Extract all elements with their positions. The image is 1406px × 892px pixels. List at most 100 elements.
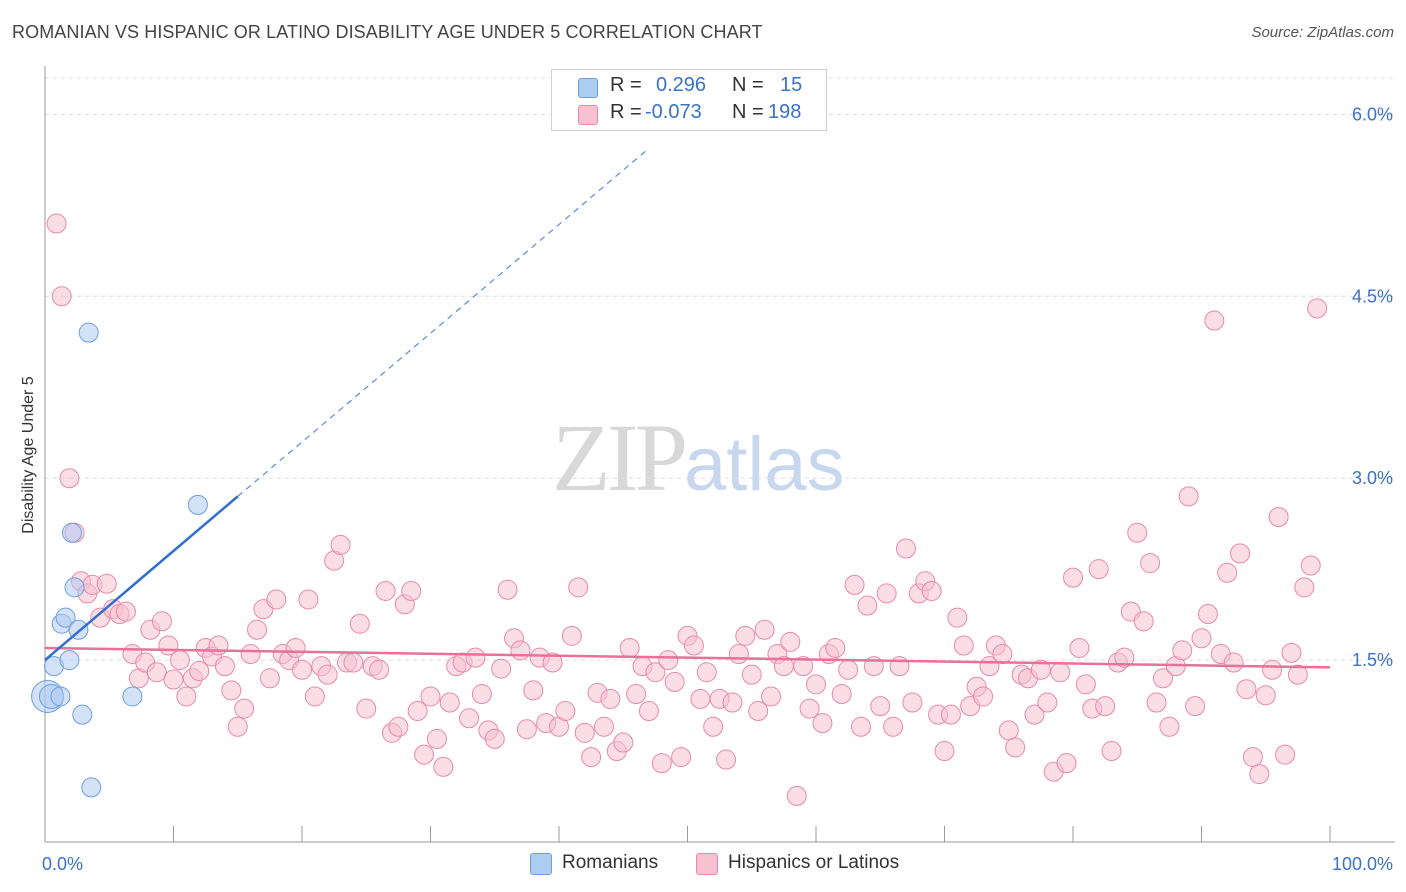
hispanic-point — [1050, 662, 1071, 683]
stats-n-label: N = — [732, 74, 764, 96]
hispanic-point — [895, 538, 916, 559]
chart-title: ROMANIAN VS HISPANIC OR LATINO DISABILIT… — [12, 22, 763, 42]
hispanic-point — [330, 534, 351, 555]
hispanic-point — [234, 698, 255, 719]
hispanic-point — [876, 583, 897, 604]
hispanic-point — [542, 652, 563, 673]
hispanic-point — [343, 652, 364, 673]
hispanic-point — [761, 686, 782, 707]
hispanic-point — [247, 619, 268, 640]
hispanic-point — [754, 619, 775, 640]
hispanic-point — [259, 668, 280, 689]
hispanic-point — [786, 785, 807, 806]
hispanic-point — [304, 686, 325, 707]
romanian-point — [122, 686, 143, 707]
hispanic-point — [497, 579, 518, 600]
hispanic-point — [439, 692, 460, 713]
hispanic-point — [696, 662, 717, 683]
hispanic-point — [221, 680, 242, 701]
hispanic-point — [176, 686, 197, 707]
hispanic-point — [1242, 747, 1263, 768]
hispanic-point — [1101, 741, 1122, 762]
hispanic-point — [799, 698, 820, 719]
hispanic-point — [664, 671, 685, 692]
hispanic-point — [51, 286, 72, 307]
hispanic-point — [902, 692, 923, 713]
stats-row-romanians: R = 0.296 N = 15 — [552, 74, 826, 101]
hispanic-point — [189, 661, 210, 682]
hispanic-point — [151, 611, 172, 632]
legend-swatch-hispanics — [696, 853, 718, 875]
hispanic-point — [407, 701, 428, 722]
y-tick-label: 3.0% — [1352, 468, 1393, 488]
watermark-atlas: atlas — [684, 422, 845, 507]
hispanic-point — [433, 756, 454, 777]
hispanic-point — [613, 732, 634, 753]
stats-r-label: R = — [610, 101, 642, 123]
hispanic-point — [1095, 696, 1116, 717]
hispanic-point — [735, 625, 756, 646]
hispanic-point — [671, 747, 692, 768]
hispanic-point — [285, 637, 306, 658]
legend-label-romanians: Romanians — [562, 852, 659, 873]
hispanic-point — [414, 744, 435, 765]
hispanic-point — [844, 574, 865, 595]
romanian-point — [50, 686, 71, 707]
stats-n-value: 15 — [780, 74, 803, 96]
romanian-point — [81, 777, 102, 798]
hispanic-point — [459, 708, 480, 729]
hispanic-point — [728, 644, 749, 665]
y-axis-label: Disability Age Under 5 — [20, 376, 37, 534]
stats-n-value: 198 — [768, 101, 802, 123]
hispanic-point — [1249, 764, 1270, 785]
hispanic-point — [471, 684, 492, 705]
hispanic-point — [388, 716, 409, 737]
hispanic-point — [1172, 640, 1193, 661]
hispanic-point — [491, 658, 512, 679]
hispanic-point — [1024, 704, 1045, 725]
hispanic-point — [96, 573, 117, 594]
hispanic-point — [555, 701, 576, 722]
romanian-trendline — [44, 495, 239, 662]
hispanic-point — [146, 662, 167, 683]
hispanic-point — [806, 674, 826, 695]
hispanic-point — [953, 635, 974, 656]
y-tick-label: 1.5% — [1352, 650, 1393, 670]
hispanic-point — [568, 577, 589, 598]
hispanic-point — [780, 631, 801, 652]
hispanic-point — [889, 656, 910, 677]
hispanic-point — [581, 747, 602, 768]
hispanic-point — [870, 696, 891, 717]
romanian-point — [55, 607, 76, 628]
hispanic-point — [465, 647, 486, 668]
hispanic-point — [484, 728, 505, 749]
hispanic-point — [1287, 664, 1308, 685]
romanian-point — [72, 704, 93, 725]
hispanic-point — [703, 716, 724, 737]
hispanic-point — [169, 650, 190, 671]
hispanic-point — [1300, 555, 1321, 576]
hispanic-point — [59, 468, 80, 489]
hispanic-point — [1217, 562, 1238, 583]
romanian-point — [64, 577, 85, 598]
hispanic-point — [973, 686, 994, 707]
hispanic-point — [651, 753, 672, 774]
hispanic-point — [1294, 577, 1315, 598]
hispanic-point — [356, 698, 377, 719]
stats-swatch-romanians — [578, 78, 598, 98]
hispanic-point — [510, 640, 531, 661]
hispanic-point — [940, 704, 961, 725]
hispanic-point — [516, 719, 537, 740]
hispanic-point — [741, 664, 762, 685]
stats-box: R = 0.296 N = 15 R = -0.073 N = 198 — [551, 69, 827, 131]
hispanic-point — [349, 613, 370, 634]
hispanic-point — [593, 716, 614, 737]
hispanic-point — [46, 213, 67, 234]
hispanic-point — [401, 580, 422, 601]
hispanic-point — [1268, 506, 1289, 527]
hispanic-point — [748, 701, 769, 722]
hispanic-point — [619, 637, 640, 658]
legend-swatch-romanians — [530, 853, 552, 875]
hispanic-point — [645, 662, 666, 683]
hispanic-point — [1056, 753, 1077, 774]
